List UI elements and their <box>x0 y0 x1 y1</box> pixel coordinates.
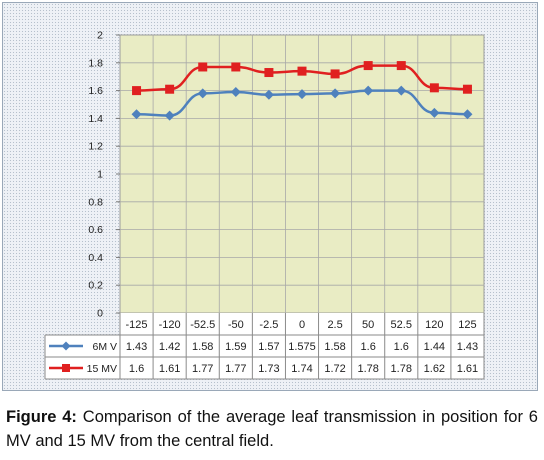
data-table-cell: 1.61 <box>457 363 478 375</box>
category-label: -52.5 <box>190 319 215 331</box>
data-point-diamond <box>462 109 473 120</box>
caption-text: Comparison of the average leaf transmiss… <box>6 408 538 450</box>
data-point-diamond <box>131 109 142 120</box>
data-table-cell: 1.6 <box>394 341 409 353</box>
table-header-background <box>120 313 484 335</box>
data-point-square <box>264 68 274 78</box>
data-table-cell: 1.72 <box>324 363 345 375</box>
legend-entry: 15 MV <box>87 363 117 375</box>
data-table-cell: 1.43 <box>126 341 147 353</box>
category-label: -120 <box>159 319 181 331</box>
category-label: 0 <box>299 319 305 331</box>
data-table-cell: 1.6 <box>361 341 376 353</box>
data-point-square <box>330 69 340 79</box>
data-point-diamond <box>197 88 208 99</box>
y-tick-label: 1.2 <box>88 141 103 153</box>
data-table-cell: 1.61 <box>159 363 180 375</box>
y-tick-label: 0 <box>97 308 103 320</box>
data-table-cell: 1.77 <box>192 363 213 375</box>
data-point-square <box>297 66 307 76</box>
data-point-square <box>132 86 142 96</box>
category-label: -2.5 <box>259 319 278 331</box>
category-label: 50 <box>362 319 374 331</box>
data-table-cell: 1.57 <box>258 341 279 353</box>
category-label: -50 <box>228 319 244 331</box>
data-table-cell: 1.78 <box>391 363 412 375</box>
y-tick-label: 0.6 <box>88 224 103 236</box>
chart-frame: 0 0.2 0.4 0.6 0.8 1 1.2 1.4 1.6 1.8 2 -125 -120 -52.5… <box>2 2 538 391</box>
data-point-diamond <box>297 89 307 100</box>
data-table-cell: 1.575 <box>288 341 316 353</box>
data-point-diamond <box>230 86 241 97</box>
legend-entry: 6M V <box>92 341 117 353</box>
figure-label: Figure 4: <box>6 408 77 426</box>
data-point-square <box>198 62 208 72</box>
legend-diamond-marker <box>61 341 71 351</box>
y-tick-label: 2 <box>97 30 103 42</box>
line-chart: 0 0.2 0.4 0.6 0.8 1 1.2 1.4 1.6 1.8 2 -125 -120 -52.5… <box>44 30 485 380</box>
figure-caption: Figure 4: Comparison of the average leaf… <box>6 405 538 453</box>
data-table-cell: 1.6 <box>129 363 144 375</box>
data-point-diamond <box>363 85 374 96</box>
data-point-square <box>396 61 406 71</box>
data-point-square <box>462 84 472 94</box>
data-point-square <box>363 61 373 71</box>
category-label: 2.5 <box>327 319 342 331</box>
data-point-diamond <box>429 107 440 118</box>
data-point-square <box>165 84 175 94</box>
data-point-diamond <box>330 88 341 99</box>
data-table-cell: 1.58 <box>192 341 213 353</box>
y-tick-label: 0.2 <box>88 280 103 292</box>
y-tick-label: 1.8 <box>88 57 103 69</box>
y-tick-label: 1.4 <box>88 113 103 125</box>
data-point-diamond <box>263 89 274 100</box>
data-table-cell: 1.62 <box>424 363 445 375</box>
category-label: 125 <box>458 319 476 331</box>
data-point-diamond <box>164 110 175 121</box>
legend-square-marker <box>62 364 70 372</box>
data-point-diamond <box>396 85 407 96</box>
data-table-cell: 1.74 <box>291 363 312 375</box>
y-tick-label: 0.8 <box>88 196 103 208</box>
data-table-cell: 1.78 <box>357 363 378 375</box>
data-point-square <box>231 62 241 72</box>
data-point-square <box>429 83 439 93</box>
category-label: -125 <box>126 319 148 331</box>
data-table-cell: 1.77 <box>225 363 246 375</box>
data-table-cell: 1.42 <box>159 341 180 353</box>
data-table-cell: 1.59 <box>225 341 246 353</box>
y-tick-label: 0.4 <box>88 252 103 264</box>
category-label: 120 <box>425 319 443 331</box>
data-table-cell: 1.44 <box>424 341 445 353</box>
data-table-cell: 1.43 <box>457 341 478 353</box>
y-tick-label: 1.6 <box>88 85 103 97</box>
y-tick-label: 1 <box>97 169 103 181</box>
category-label: 52.5 <box>391 319 412 331</box>
data-table-cell: 1.73 <box>258 363 279 375</box>
data-table-cell: 1.58 <box>324 341 345 353</box>
